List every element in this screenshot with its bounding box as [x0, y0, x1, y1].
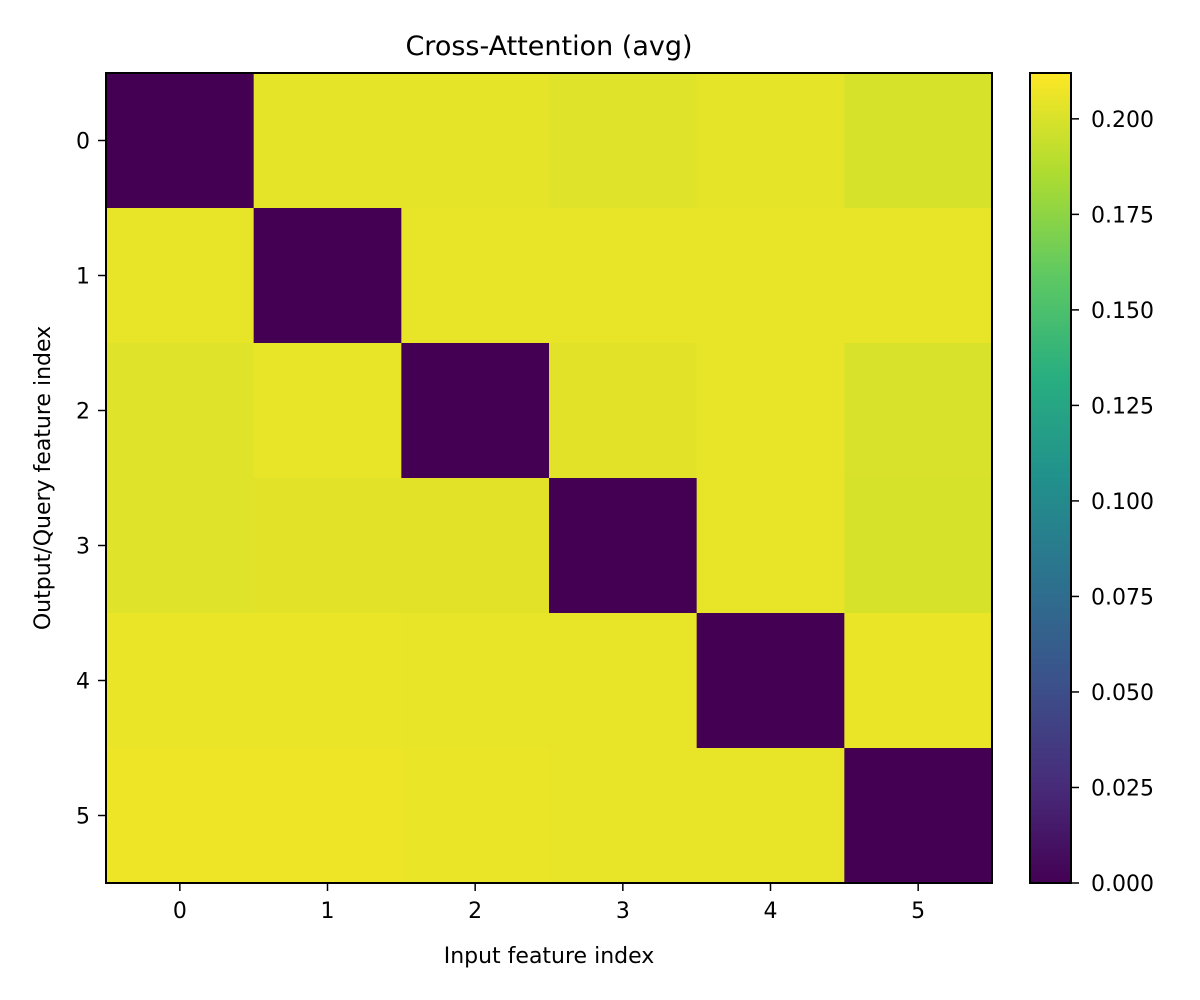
heatmap-cell — [401, 613, 550, 749]
heatmap-cell — [696, 73, 845, 209]
colorbar-tick-label: 0.100 — [1091, 490, 1154, 515]
heatmap-cell — [844, 343, 993, 479]
y-tick-label: 5 — [76, 805, 90, 830]
colorbar-tick-label: 0.150 — [1091, 299, 1154, 324]
colorbar-tick-label: 0.175 — [1091, 203, 1154, 228]
heatmap-cell — [253, 748, 402, 884]
x-axis-ticks: 0 1 2 3 4 5 — [173, 883, 925, 924]
y-axis-label: Output/Query feature index — [31, 326, 56, 630]
colorbar-tick-label: 0.075 — [1091, 585, 1154, 610]
heatmap-cell — [106, 343, 255, 479]
colorbar-tick-label: 0.025 — [1091, 776, 1154, 801]
heatmap-cell — [844, 613, 993, 749]
heatmap-cell — [401, 208, 550, 344]
x-tick-label: 4 — [764, 899, 778, 924]
heatmap-cell — [696, 343, 845, 479]
heatmap-cell — [549, 208, 698, 344]
y-tick-label: 1 — [76, 265, 90, 290]
heatmap-cell — [844, 73, 993, 209]
heatmap-cell — [106, 73, 255, 209]
heatmap-cell — [549, 343, 698, 479]
heatmap-cell — [549, 73, 698, 209]
heatmap-cell — [844, 478, 993, 614]
heatmap-cell — [401, 73, 550, 209]
y-tick-label: 0 — [76, 130, 90, 155]
heatmap-cells — [106, 73, 993, 884]
colorbar-tick-label: 0.000 — [1091, 872, 1154, 897]
heatmap-cell — [253, 208, 402, 344]
y-tick-label: 3 — [76, 535, 90, 560]
heatmap-cell — [401, 748, 550, 884]
heatmap-cell — [549, 478, 698, 614]
heatmap-cell — [401, 478, 550, 614]
heatmap-cell — [696, 208, 845, 344]
colorbar — [1030, 73, 1071, 883]
x-axis-label: Input feature index — [444, 944, 655, 969]
heatmap-cell — [844, 208, 993, 344]
heatmap-cell — [106, 613, 255, 749]
heatmap-cell — [253, 613, 402, 749]
colorbar-tick-label: 0.050 — [1091, 681, 1154, 706]
heatmap-cell — [106, 748, 255, 884]
x-tick-label: 3 — [616, 899, 630, 924]
heatmap-cell — [696, 478, 845, 614]
heatmap-cell — [401, 343, 550, 479]
chart-title: Cross-Attention (avg) — [405, 31, 692, 62]
heatmap-cell — [253, 73, 402, 209]
colorbar-ticks: 0.000 0.025 0.050 0.075 0.100 0.125 0.150 0.175… — [1071, 108, 1154, 897]
heatmap-cell — [253, 478, 402, 614]
x-tick-label: 2 — [468, 899, 482, 924]
plot-frame — [105, 72, 993, 884]
heatmap-cell — [549, 748, 698, 884]
y-tick-label: 2 — [76, 400, 90, 425]
y-tick-label: 4 — [76, 670, 90, 695]
colorbar-frame — [1029, 72, 1072, 884]
colorbar-tick-label: 0.200 — [1091, 108, 1154, 133]
heatmap-cell — [549, 613, 698, 749]
heatmap-cell — [844, 748, 993, 884]
heatmap-cell — [696, 748, 845, 884]
x-tick-label: 5 — [911, 899, 925, 924]
heatmap-cell — [253, 343, 402, 479]
heatmap-cell — [696, 613, 845, 749]
x-tick-label: 0 — [173, 899, 187, 924]
x-tick-label: 1 — [321, 899, 335, 924]
heatmap-cell — [106, 478, 255, 614]
y-axis-ticks: 0 1 2 3 4 5 — [76, 130, 106, 830]
colorbar-tick-label: 0.125 — [1091, 394, 1154, 419]
heatmap-cell — [106, 208, 255, 344]
